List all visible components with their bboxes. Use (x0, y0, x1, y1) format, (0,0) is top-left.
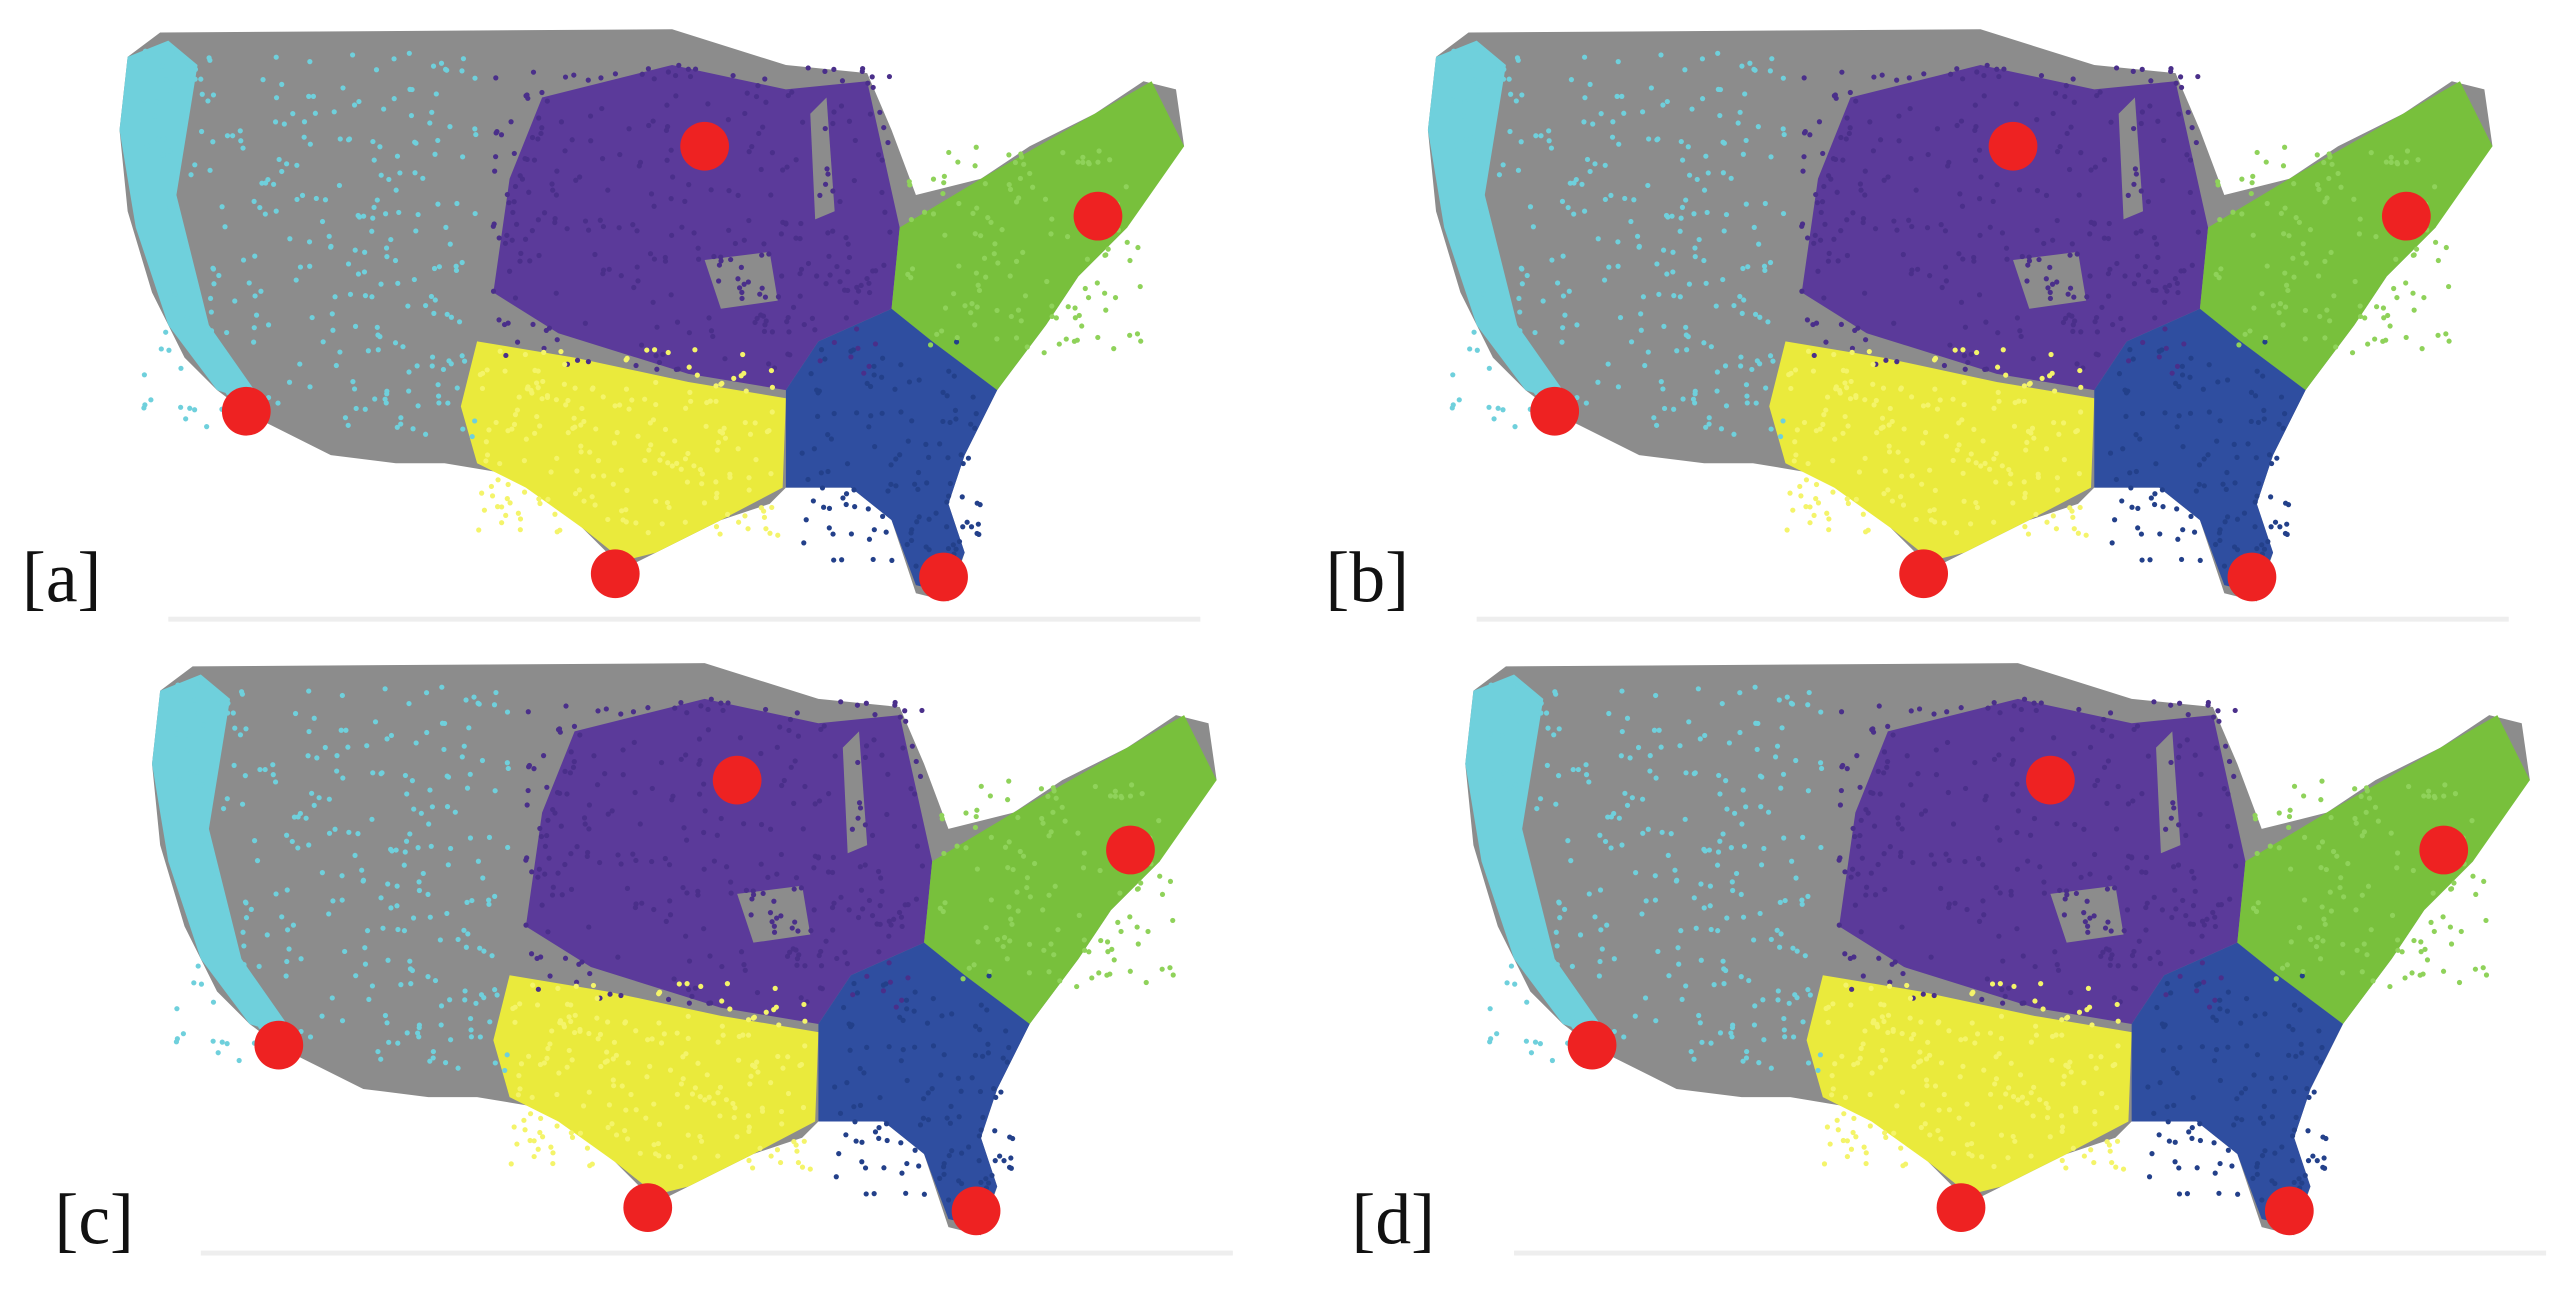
map-panel (120, 29, 1201, 619)
map-panel (152, 663, 1233, 1253)
map-panel (1428, 29, 2509, 619)
panel-label: [d] (1352, 1180, 1435, 1259)
panel-label: [c] (55, 1180, 134, 1259)
panel-label: [b] (1326, 538, 1409, 617)
panel-label: [a] (22, 538, 101, 617)
map-panel (1465, 663, 2546, 1253)
